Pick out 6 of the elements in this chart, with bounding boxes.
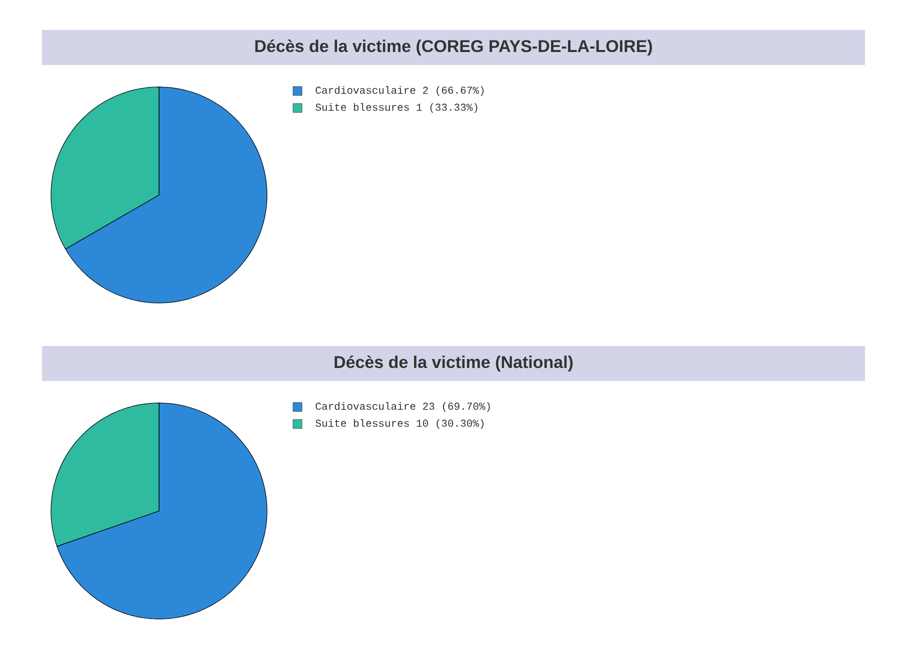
legend-label: Suite blessures 1 (33.33%) bbox=[316, 103, 478, 113]
chart-title: Décès de la victime (COREG PAYS-DE-LA-LOIRE) bbox=[255, 39, 652, 56]
legend-label: Cardiovasculaire 23 (69.70%) bbox=[316, 402, 490, 412]
legend-label: Suite blessures 10 (30.30%) bbox=[316, 419, 484, 429]
chart-title: Décès de la victime (National) bbox=[334, 355, 573, 372]
legend-label: Cardiovasculaire 2 (66.67%) bbox=[316, 86, 484, 96]
